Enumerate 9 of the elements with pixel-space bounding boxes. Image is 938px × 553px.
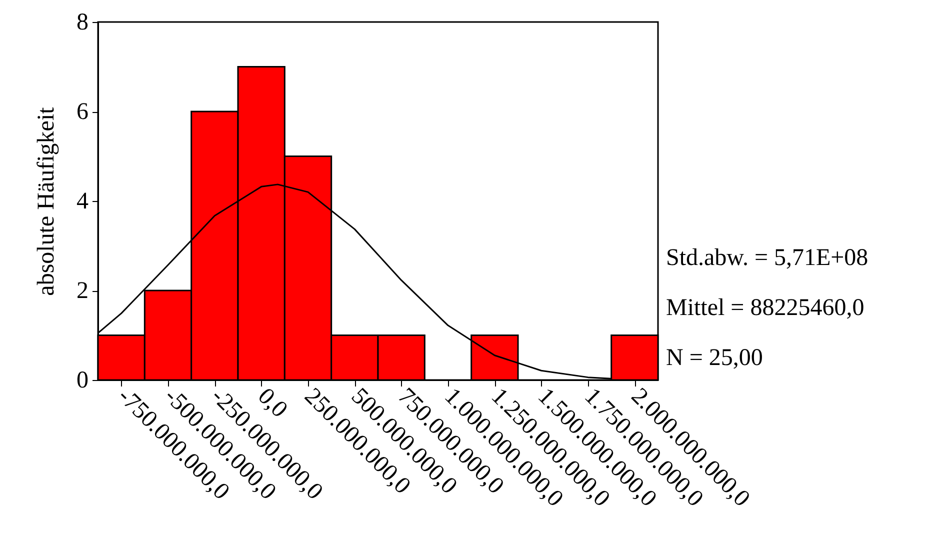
text: Std.abw. = 5,71E+08 [666, 245, 868, 271]
text: N = 25,00 [666, 345, 763, 371]
y-tick-label: 2 [76, 278, 88, 304]
y-tick-label: 4 [76, 188, 88, 214]
y-tick-label: 8 [76, 10, 88, 36]
y-tick-label: 6 [76, 99, 88, 125]
y-axis-title: absolute Häufigkeit [34, 106, 60, 296]
y-tick-label: 0 [76, 368, 88, 394]
text: Mittel = 88225460,0 [666, 295, 864, 321]
